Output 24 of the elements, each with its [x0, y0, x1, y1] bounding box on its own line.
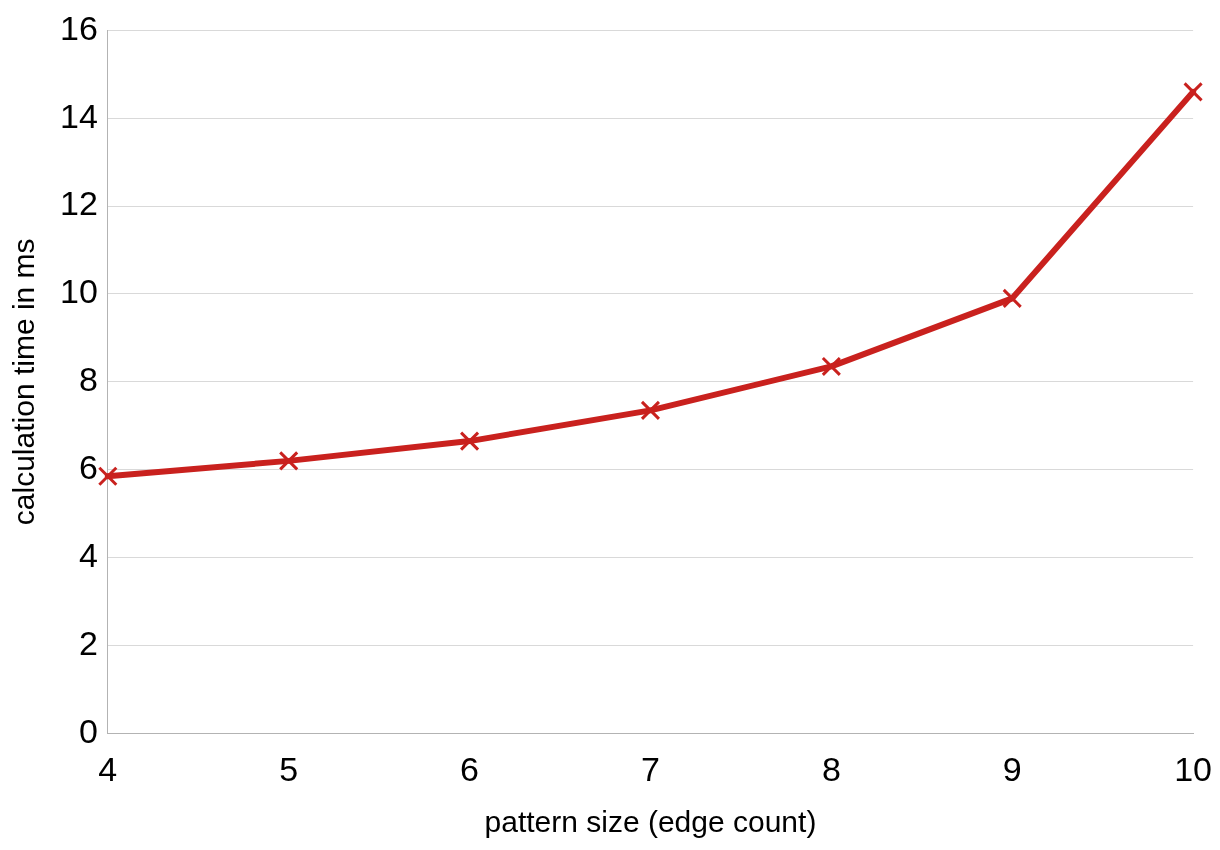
x-tick-label: 10	[1174, 749, 1212, 788]
point	[278, 450, 299, 471]
x-axis-title: pattern size (edge count)	[484, 805, 817, 839]
x-tick-label: 7	[640, 749, 660, 788]
x-tick-label: 6	[460, 749, 480, 788]
x-tick-label: 9	[1002, 749, 1022, 788]
x-tick-label: 8	[821, 749, 841, 788]
y-tick-label: 2	[78, 623, 98, 662]
y-tick-label: 14	[59, 96, 98, 135]
point	[97, 466, 118, 487]
point	[1183, 81, 1204, 102]
point	[640, 400, 661, 421]
y-tick-label: 8	[78, 360, 98, 399]
y-tick-label: 6	[78, 448, 98, 487]
point	[1002, 288, 1023, 309]
y-tick-label: 4	[78, 535, 98, 574]
y-tick-label: 16	[59, 8, 98, 47]
x-tick-label: 5	[279, 749, 299, 788]
y-tick-label: 0	[78, 711, 98, 750]
y-axis-title: calculation time in ms	[7, 238, 41, 526]
y-tick-label: 10	[59, 272, 98, 311]
y-tick-label: 12	[59, 184, 98, 223]
point	[821, 356, 842, 377]
point	[459, 431, 480, 452]
